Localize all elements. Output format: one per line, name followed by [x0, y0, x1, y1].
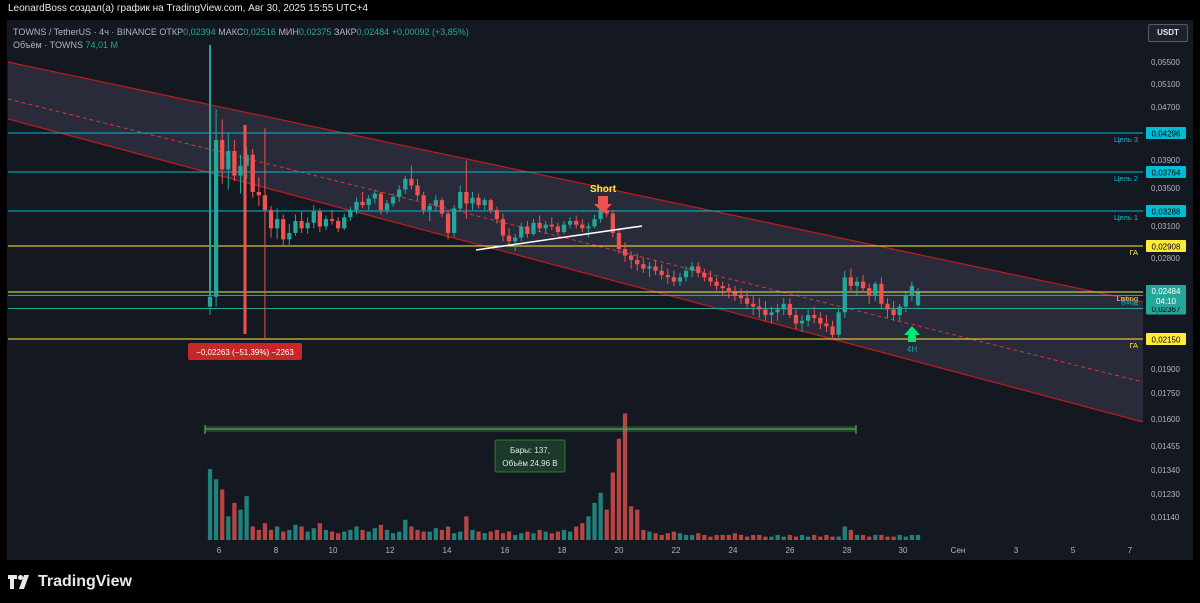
- symbol-legend: TOWNS / TetherUS · 4ч · BINANCE ОТКР0,02…: [13, 26, 469, 52]
- chart-area[interactable]: [7, 20, 1193, 560]
- high-value: 0,02516: [243, 27, 276, 37]
- close-value: 0,02484: [356, 27, 390, 37]
- open-label: ОТКР: [159, 27, 184, 37]
- chart-caption: LeonardBoss создал(а) график на TradingV…: [0, 0, 1200, 18]
- open-value: 0,02394: [183, 27, 216, 37]
- close-label: ЗАКР: [333, 27, 357, 37]
- low-label: МИН: [278, 27, 299, 37]
- change-value: +0,00092 (+3,85%): [391, 27, 469, 37]
- footer: [0, 560, 1200, 603]
- tradingview-logo-text: TradingView: [38, 573, 132, 590]
- volume-value: 74,01 M: [85, 40, 119, 50]
- symbol-info: TOWNS / TetherUS · 4ч · BINANCE: [13, 27, 157, 37]
- tradingview-logo-icon: [8, 575, 29, 589]
- low-value: 0,02375: [298, 27, 332, 37]
- high-label: МАКС: [218, 27, 244, 37]
- tradingview-logo[interactable]: TradingView: [8, 572, 132, 592]
- volume-label: Объём · TOWNS: [13, 40, 84, 50]
- currency-button[interactable]: USDT: [1148, 24, 1188, 42]
